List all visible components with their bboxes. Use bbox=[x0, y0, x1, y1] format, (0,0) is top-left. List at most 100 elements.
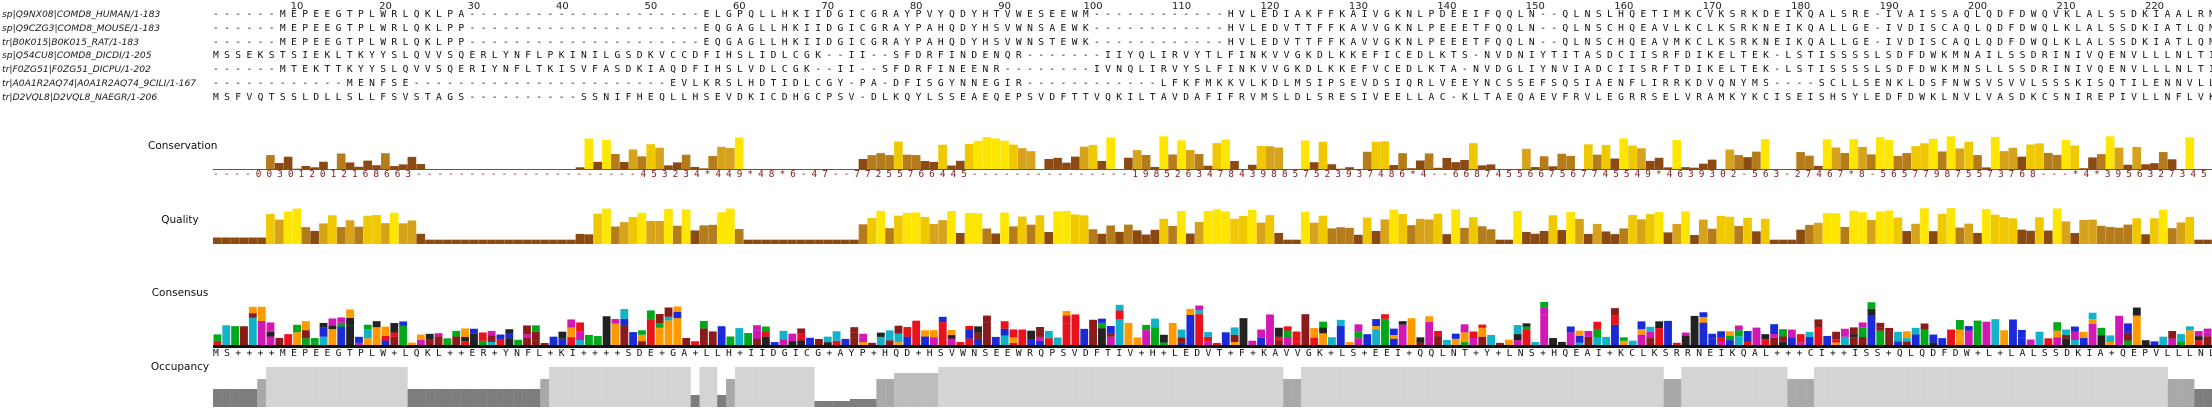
quality-histogram[interactable] bbox=[213, 206, 2212, 244]
consensus-logo-glyph bbox=[2177, 341, 2185, 346]
occupancy-bar bbox=[478, 389, 488, 407]
conservation-bar bbox=[681, 154, 691, 170]
sequence-row[interactable]: M S F V Q T S S L D L L S L L F S V S T … bbox=[213, 91, 2212, 103]
consensus-logo-glyph bbox=[664, 316, 673, 321]
consensus-logo-glyph bbox=[1894, 331, 1902, 342]
consensus-logo-glyph bbox=[1894, 341, 1902, 346]
consensus-logo-glyph bbox=[1248, 340, 1257, 346]
occupancy-bar bbox=[2176, 379, 2186, 407]
occupancy-bar bbox=[1292, 379, 1302, 407]
consensus-logo-glyph bbox=[1027, 339, 1036, 346]
consensus-logo-glyph bbox=[1336, 319, 1345, 326]
consensus-logo-glyph bbox=[1832, 342, 1841, 346]
consensus-logo-glyph bbox=[1062, 311, 1071, 316]
conservation-bar bbox=[2052, 154, 2062, 170]
quality-bar bbox=[955, 233, 965, 244]
sequence-row[interactable]: - - - - - - M E P E E G T P L W R L Q K … bbox=[213, 22, 2212, 34]
sequence-row[interactable]: - - - - - - M E P E E G T P L W R L Q K … bbox=[213, 36, 2212, 48]
consensus-logo-glyph bbox=[222, 325, 231, 346]
quality-bar bbox=[584, 234, 594, 244]
consensus-logo-glyph bbox=[2115, 315, 2124, 346]
consensus-logo-glyph bbox=[452, 336, 461, 346]
consensus-logo-glyph bbox=[1496, 342, 1504, 346]
consensus-logo-glyph bbox=[868, 342, 876, 346]
consensus-logo-glyph bbox=[2106, 341, 2115, 346]
consensus-logo-glyph bbox=[1770, 324, 1779, 335]
quality-bar bbox=[2026, 230, 2035, 244]
sequence-id[interactable]: tr|B0K015|B0K015_RAT/1-183 bbox=[2, 36, 139, 48]
conservation-bar bbox=[1398, 153, 1407, 170]
occupancy-bar bbox=[584, 367, 594, 407]
consensus-logo-glyph bbox=[1416, 342, 1425, 346]
occupancy-bar bbox=[460, 389, 470, 407]
ruler-tick: 110 bbox=[1171, 1, 1192, 12]
consensus-logo-glyph bbox=[558, 338, 567, 346]
occupancy-bar bbox=[407, 389, 417, 407]
alignment-sequences[interactable]: - - - - - - M E P E E G T P L W R L Q K … bbox=[213, 8, 2212, 105]
quality-bar bbox=[2008, 218, 2018, 244]
consensus-logo-glyph bbox=[779, 330, 788, 340]
conservation-bar bbox=[1194, 154, 1204, 170]
conservation-bar bbox=[1477, 165, 1487, 170]
consensus-logo-glyph bbox=[2062, 329, 2070, 335]
occupancy-bar bbox=[540, 379, 550, 407]
ruler-tick: 60 bbox=[732, 1, 746, 12]
quality-bar bbox=[973, 213, 983, 244]
occupancy-bar bbox=[1937, 367, 1947, 407]
quality-bar bbox=[1813, 222, 1823, 244]
quality-bar bbox=[416, 233, 426, 244]
occupancy-bar bbox=[442, 389, 452, 407]
sequence-row[interactable]: - - - - - - M T E K T T K Y Y S L Q V V … bbox=[213, 64, 2212, 76]
conservation-bar bbox=[1424, 153, 1434, 170]
quality-bar bbox=[2079, 219, 2088, 244]
consensus-logo-glyph bbox=[487, 330, 496, 336]
consensus-logo-glyph bbox=[1230, 342, 1239, 346]
conservation-bar bbox=[319, 161, 328, 170]
consensus-logo[interactable] bbox=[213, 268, 2212, 348]
sequence-id[interactable]: tr|F0ZG51|F0ZG51_DICPU/1-202 bbox=[2, 64, 151, 76]
quality-bar bbox=[672, 225, 682, 244]
consensus-logo-glyph bbox=[1257, 337, 1266, 346]
quality-bar bbox=[310, 230, 319, 244]
consensus-logo-glyph bbox=[2017, 337, 2026, 346]
occupancy-bar bbox=[283, 367, 293, 407]
consensus-logo-glyph bbox=[248, 317, 257, 346]
conservation-bar bbox=[664, 165, 673, 170]
occupancy-bar bbox=[372, 367, 382, 407]
quality-bar bbox=[1566, 212, 1575, 244]
sequence-id[interactable]: tr|A0A1R2AQ74|A0A1R2AQ74_9CILI/1-167 bbox=[2, 77, 197, 89]
occupancy-bar bbox=[1805, 379, 1815, 407]
sequence-row[interactable]: M S S E K S T S I E K L T K Y Y S L Q V … bbox=[213, 50, 2212, 62]
consensus-logo-glyph bbox=[470, 337, 478, 346]
quality-bar bbox=[451, 239, 461, 244]
consensus-baseline bbox=[213, 345, 2212, 348]
conservation-bar bbox=[1265, 146, 1275, 170]
quality-bar bbox=[681, 209, 691, 244]
consensus-logo-glyph bbox=[231, 326, 240, 346]
quality-bar bbox=[911, 212, 921, 244]
occupancy-bar bbox=[2167, 379, 2177, 407]
conservation-bar bbox=[1725, 149, 1735, 170]
sequence-row[interactable]: - - - - - - - - - - - - M E N F S E - - … bbox=[213, 77, 2212, 89]
occupancy-bar bbox=[955, 367, 965, 407]
occupancy-bar bbox=[681, 367, 691, 407]
consensus-logo-glyph bbox=[1310, 337, 1319, 346]
consensus-logo-glyph bbox=[965, 325, 974, 330]
conservation-bar bbox=[1522, 148, 1531, 170]
consensus-logo-glyph bbox=[1018, 329, 1027, 346]
sequence-row[interactable]: - - - - - - M E P E E G T P L W R L Q K … bbox=[213, 9, 2212, 20]
occupancy-histogram[interactable] bbox=[213, 352, 2212, 408]
sequence-id[interactable]: sp|Q9CZG3|COMD8_MOUSE/1-183 bbox=[2, 22, 160, 34]
sequence-id[interactable]: sp|Q54CU8|COMD8_DICDI/1-205 bbox=[2, 50, 152, 62]
occupancy-bar bbox=[1575, 367, 1585, 407]
quality-bar bbox=[1575, 218, 1584, 244]
sequence-id[interactable]: sp|Q9NX08|COMD8_HUMAN/1-183 bbox=[2, 9, 161, 20]
consensus-logo-glyph bbox=[1619, 340, 1628, 346]
sequence-id[interactable]: tr|D2VQL8|D2VQL8_NAEGR/1-206 bbox=[2, 91, 158, 103]
quality-bar bbox=[1247, 209, 1257, 244]
consensus-logo-glyph bbox=[876, 332, 885, 337]
conservation-bar bbox=[1884, 139, 1894, 170]
occupancy-bar bbox=[1778, 367, 1788, 407]
consensus-logo-glyph bbox=[1858, 322, 1867, 328]
conservation-histogram[interactable] bbox=[213, 134, 2212, 170]
